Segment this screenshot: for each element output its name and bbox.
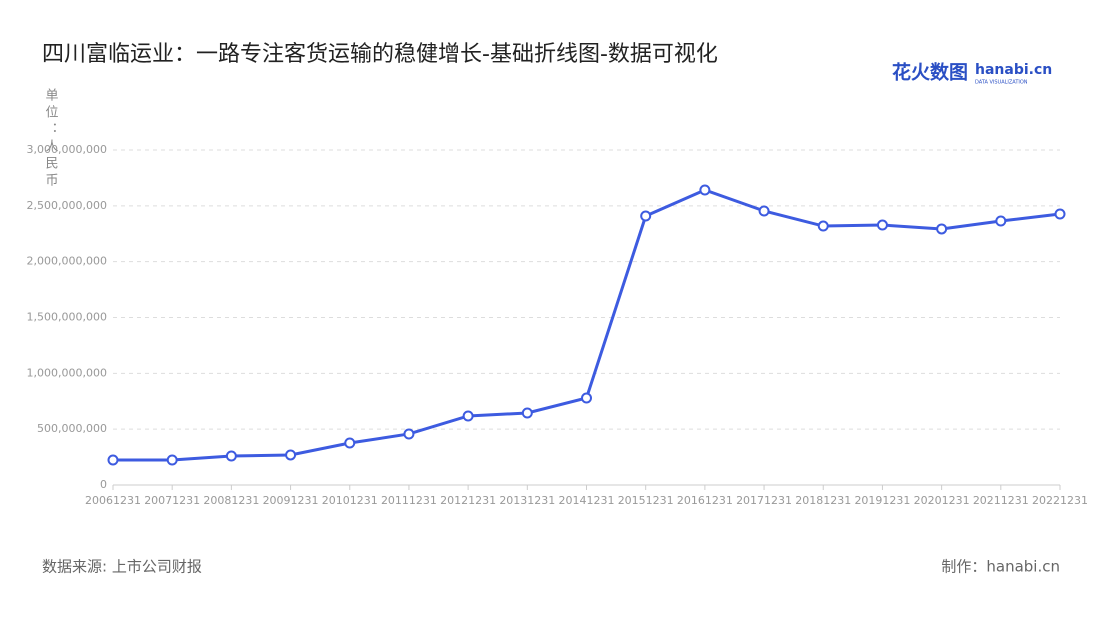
x-tick-label: 20101231	[322, 494, 378, 507]
point	[995, 215, 1007, 227]
x-tick-label: 20151231	[618, 494, 674, 507]
point	[521, 407, 533, 419]
y-tick-label: 2,000,000,000	[27, 255, 107, 268]
point	[581, 392, 592, 404]
point	[403, 428, 415, 440]
point	[344, 437, 356, 449]
point	[107, 454, 119, 466]
y-tick-label: 500,000,000	[37, 422, 107, 435]
point	[225, 450, 237, 462]
x-tick-label: 20091231	[263, 494, 319, 507]
x-tick-label: 20081231	[203, 494, 259, 507]
x-tick-label: 20181231	[795, 494, 851, 507]
point	[817, 220, 829, 232]
line	[113, 188, 1061, 462]
x-tick-label: 20131231	[499, 494, 555, 507]
point	[699, 184, 711, 196]
point	[462, 410, 474, 422]
logo-tagline: DATA VISUALIZATION	[975, 80, 1028, 86]
point	[876, 219, 888, 231]
x-tick-label: 20211231	[973, 494, 1029, 507]
y-tick-label: 2,500,000,000	[27, 199, 107, 212]
x-tick-label: 20121231	[440, 494, 496, 507]
x-tick-label: 20061231	[85, 494, 141, 507]
y-tick-label: 3,000,000,000	[27, 143, 107, 156]
point	[166, 454, 178, 466]
point	[285, 449, 297, 461]
logo-brand: 花火数图	[892, 61, 968, 84]
x-tick-label: 20201231	[914, 494, 970, 507]
y-tick-label: 1,500,000,000	[27, 311, 107, 324]
x-tick-label: 20111231	[381, 494, 437, 507]
point	[758, 205, 770, 217]
y-tick-label: 1,000,000,000	[27, 366, 107, 379]
x-tick-label: 20221231	[1032, 494, 1088, 507]
credit: 制作：hanabi.cn	[941, 558, 1060, 576]
x-tick-label: 20161231	[677, 494, 733, 507]
x-tick-label: 20191231	[854, 494, 910, 507]
y-axis-label: 单位：人民币	[43, 88, 59, 190]
chart-title: 四川富临运业：一路专注客货运输的稳健增长-基础折线图-数据可视化	[42, 42, 718, 67]
point	[936, 223, 948, 235]
source: 数据来源: 上市公司财报	[42, 558, 202, 576]
point	[1054, 208, 1066, 220]
x-tick-label: 20141231	[559, 494, 615, 507]
y-tick-label: 0	[100, 478, 107, 491]
x-tick-label: 20071231	[144, 494, 200, 507]
x-tick-label: 20171231	[736, 494, 792, 507]
point	[640, 210, 652, 222]
logo-site: hanabi.cn	[975, 62, 1052, 78]
